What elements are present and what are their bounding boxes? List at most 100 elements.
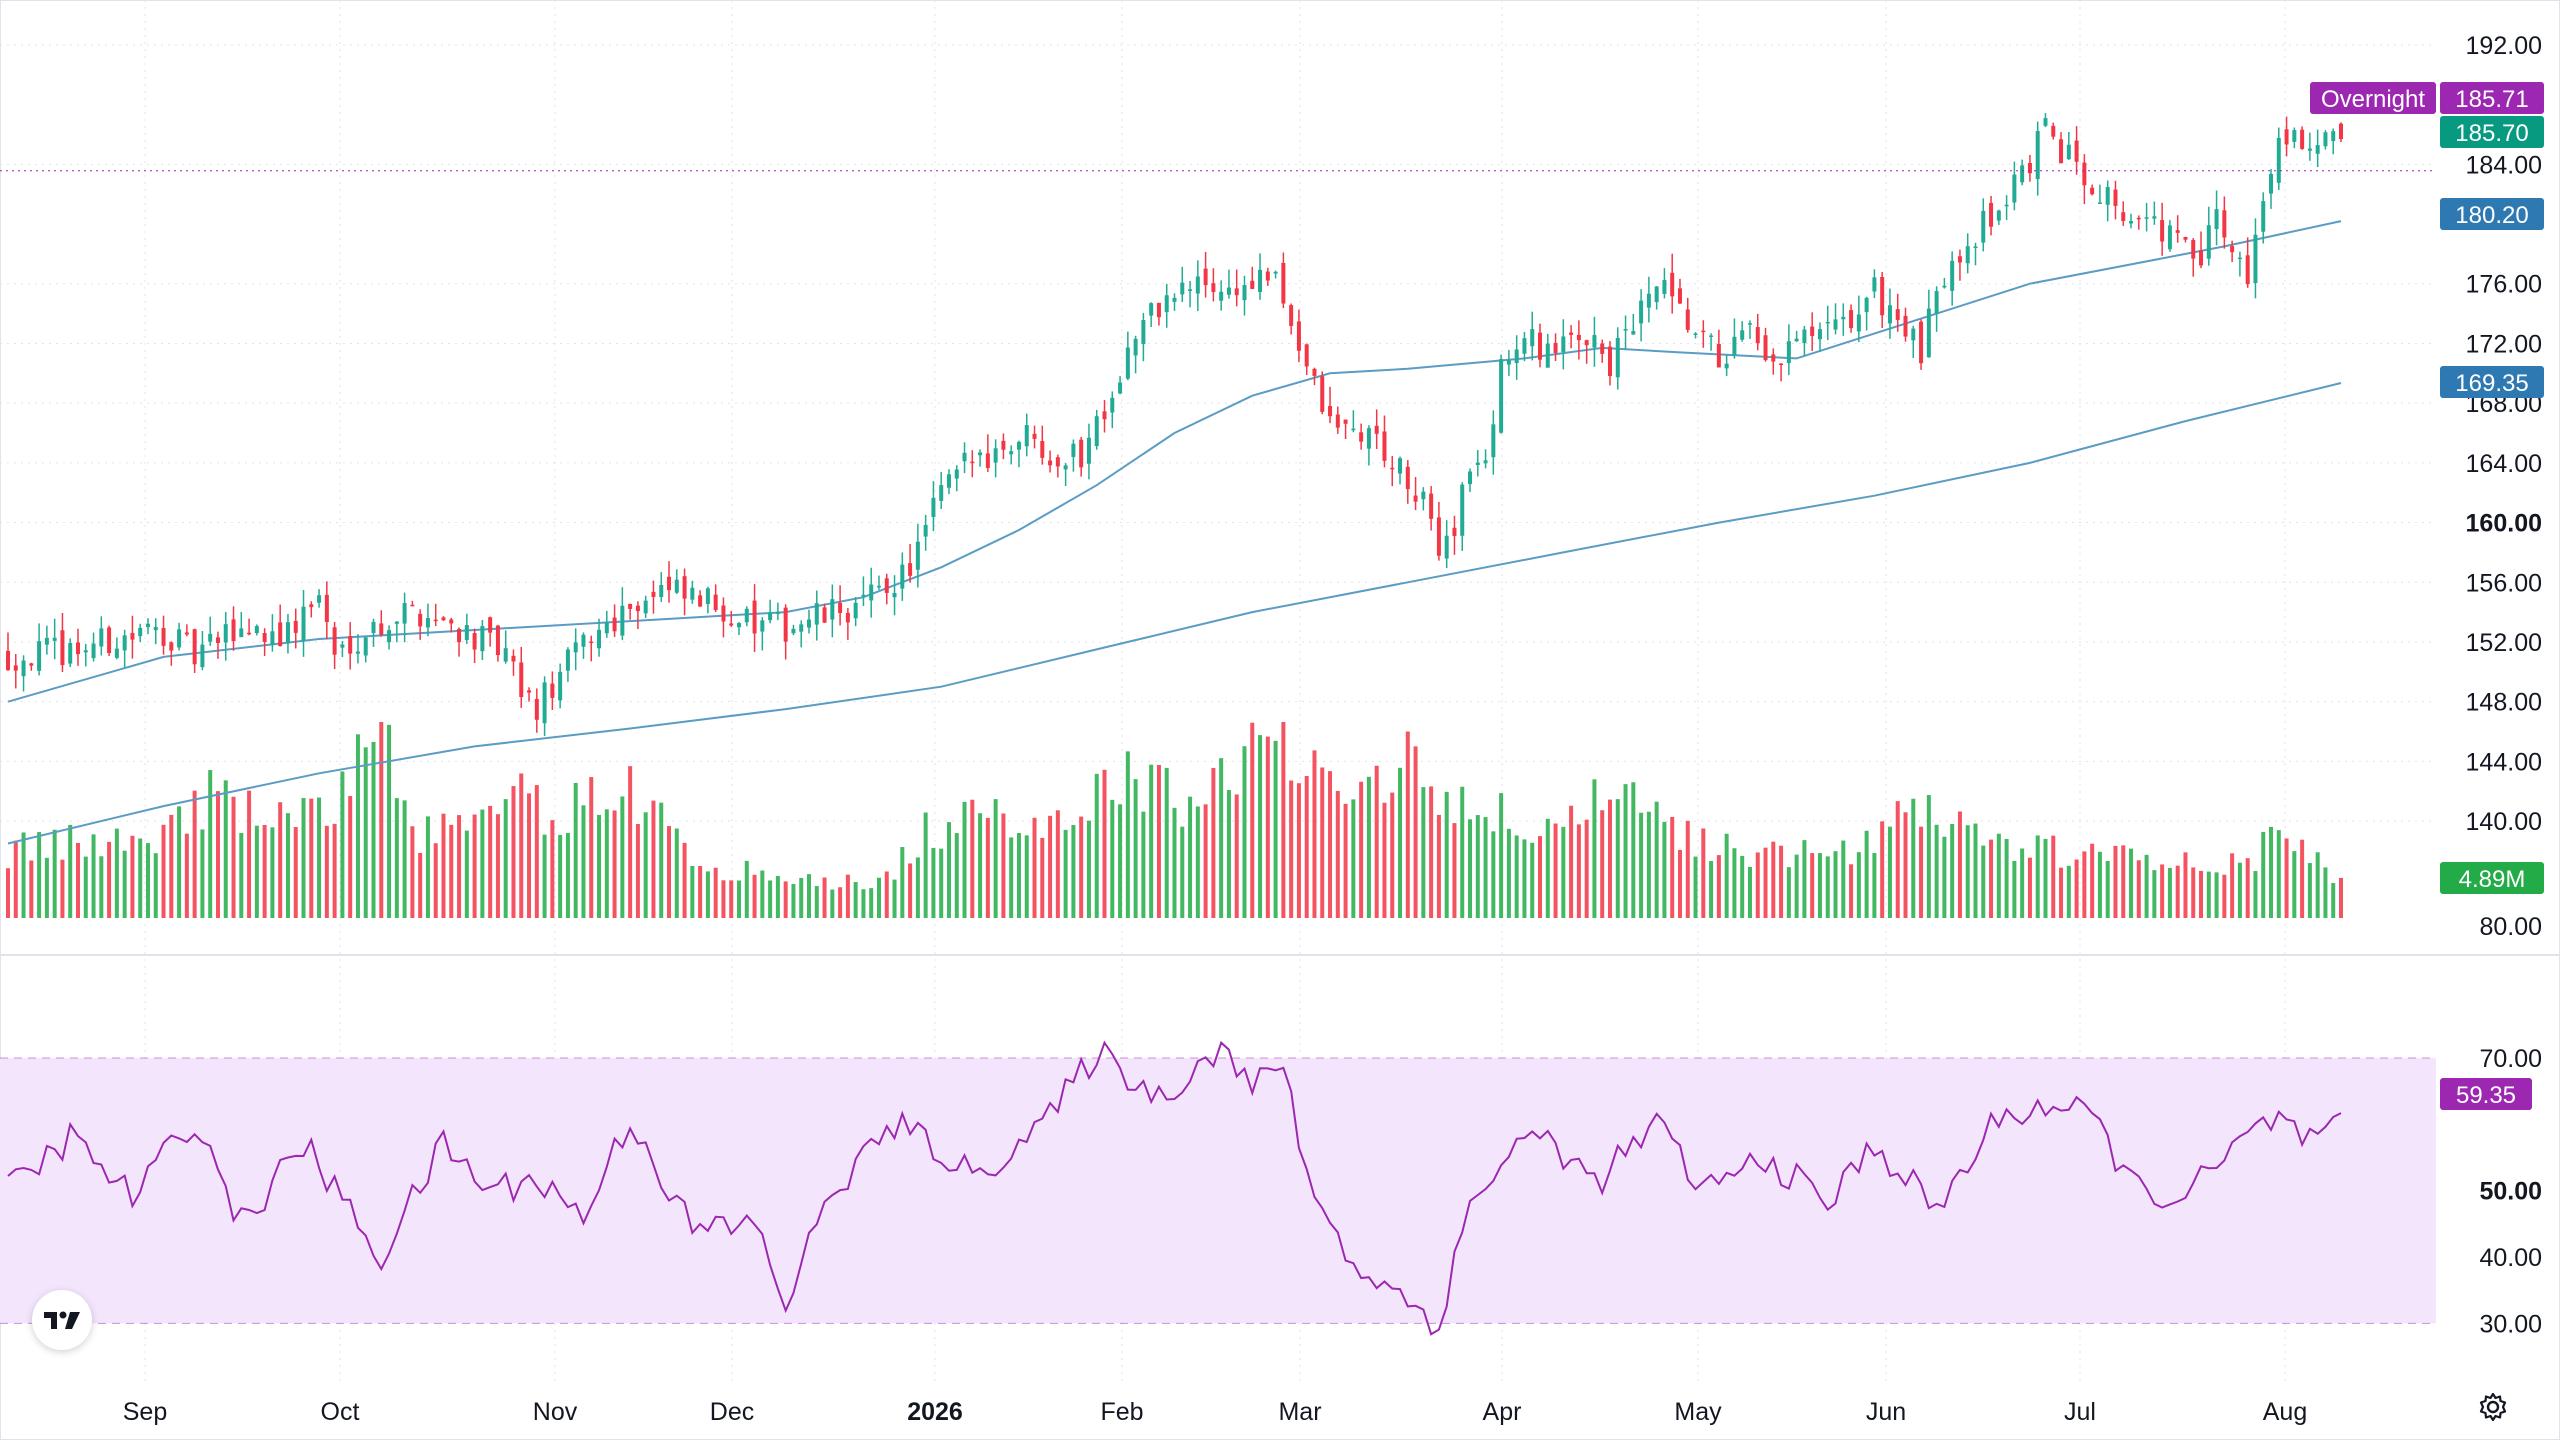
volume-bar [21,832,26,918]
volume-bar [1701,828,1706,918]
volume-bar [1802,840,1807,918]
candle [830,584,835,638]
candle [355,634,360,664]
candle [114,637,119,660]
volume-bar [2261,831,2266,918]
volume-bar [1312,750,1317,918]
volume-bar [1258,735,1263,918]
candle-body [1872,277,1877,292]
candle [1934,286,1939,332]
candle-body [1786,341,1791,364]
candle [2121,201,2126,226]
candle-body [464,625,469,640]
candle-body [1514,349,1519,364]
candle-body [1755,327,1760,344]
candle [418,609,423,640]
candle [348,622,353,670]
candle [876,575,881,590]
candle [1903,307,1908,342]
candle [2020,159,2025,186]
volume-bar [1926,795,1931,918]
candle-body [324,594,329,622]
candle-body [2129,221,2134,224]
volume-bar [511,786,516,918]
candle-body [1996,210,2001,221]
candle-body [768,612,773,621]
candle [1561,319,1566,370]
candle [2339,122,2343,143]
candle [1592,316,1597,367]
candle-body [1483,460,1488,464]
candle [620,587,625,641]
volume-bar [721,880,726,918]
candle-body [2175,230,2180,233]
volume-bar [1895,801,1900,918]
ma-slow-tag-bg [2440,366,2544,398]
candle-body [1203,268,1208,286]
candle-body [1654,286,1659,303]
volume-bar [946,822,951,918]
candle-body [1164,295,1169,313]
candle [184,624,189,637]
candle [1771,348,1776,375]
time-axis-label: Aug [2263,1398,2307,1426]
volume-bar [1934,824,1939,918]
candle-body [527,690,532,693]
candle-body [1825,321,1830,324]
volume-bar [597,814,602,918]
candle-body [1102,411,1107,420]
candle [200,631,205,671]
candle-body [1452,527,1457,536]
candle-body [1188,289,1193,291]
ma-fast-tag-text: 180.20 [2455,202,2528,229]
candle-body [44,637,49,645]
candle-body [1289,305,1294,326]
candle [91,632,96,662]
tradingview-logo[interactable] [32,1290,92,1350]
candle [1615,327,1620,390]
candle [254,624,259,636]
candle-body [200,644,205,668]
volume-bar [674,828,679,918]
volume-bar [1141,811,1146,918]
candle [519,646,524,708]
volume-bar [1242,746,1247,918]
price-tick-label: 160.00 [2466,510,2542,538]
candle-body [114,648,119,658]
volume-bar [806,874,811,918]
rsi-line [7,1040,2342,1336]
candle [1273,270,1278,279]
volume-bar [114,828,119,918]
candle [1646,276,1651,323]
candle [2269,169,2274,209]
volume-bar [2284,838,2289,918]
volume-bar [387,724,392,918]
candle-body [604,622,609,634]
volume-bar [1001,813,1006,918]
candle-body [1351,428,1356,431]
volume-bar [1359,781,1364,918]
volume-bar [542,834,547,918]
candle [2276,127,2281,190]
candle [161,615,166,655]
volume-bar [768,880,773,918]
candle-body [340,644,345,648]
candle [1880,271,1885,329]
volume-bar [1398,767,1403,918]
candle [2300,126,2305,150]
candle [1856,295,1861,343]
candle [6,632,10,671]
candle [775,602,780,621]
candle [75,628,80,666]
volume-bar [503,799,508,918]
candle-body [892,592,897,598]
candle [2175,215,2180,243]
candle-body [1833,319,1838,330]
volume-bar [2121,845,2126,918]
candle-body [1561,336,1566,353]
candle [1032,425,1037,449]
candle [1701,320,1706,348]
settings-gear-icon[interactable] [2478,1392,2508,1422]
